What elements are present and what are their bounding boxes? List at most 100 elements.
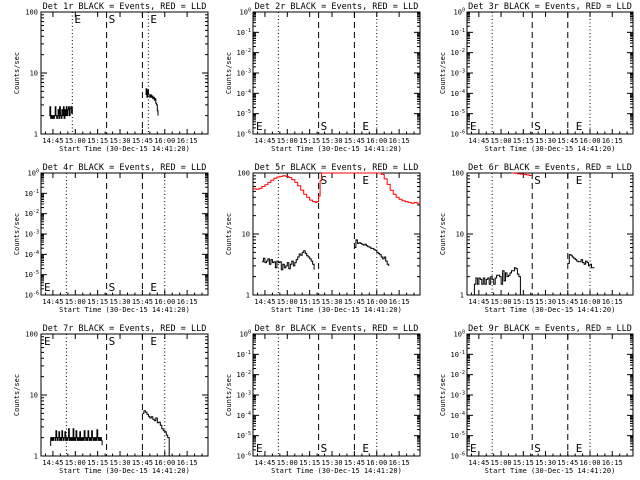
x-axis-label: Start Time (30-Dec-15 14:41:20) <box>485 467 616 475</box>
x-tick-label: 15:45 <box>344 137 365 145</box>
marker-e: E <box>576 174 583 187</box>
x-axis-label: Start Time (30-Dec-15 14:41:20) <box>59 145 190 153</box>
series-events-line <box>567 254 595 269</box>
y-tick-label: 10 <box>242 231 250 239</box>
panel-title: Det 6r BLACK = Events, RED = LLD <box>468 163 632 173</box>
x-tick-label: 15:00 <box>65 137 86 145</box>
series-lld-line <box>511 172 532 176</box>
y-tick-label: 10-3 <box>237 391 251 400</box>
marker-s: S <box>321 174 328 187</box>
x-tick-label: 15:15 <box>87 137 108 145</box>
x-tick-label: 15:30 <box>321 459 342 467</box>
x-tick-label: 14:45 <box>468 137 489 145</box>
x-tick-label: 16:15 <box>602 137 623 145</box>
panel-title: Det 1r BLACK = Events, RED = LLD <box>43 2 207 12</box>
y-tick-label: 1 <box>34 453 38 461</box>
marker-e: E <box>44 335 51 348</box>
x-tick-label: 15:30 <box>109 137 130 145</box>
x-axis-label: Start Time (30-Dec-15 14:41:20) <box>59 467 190 475</box>
x-tick-label: 15:45 <box>557 298 578 306</box>
x-tick-label: 15:15 <box>299 137 320 145</box>
x-tick-label: 15:45 <box>344 298 365 306</box>
y-tick-label: 10-5 <box>25 270 39 279</box>
marker-e: E <box>470 120 477 133</box>
x-tick-label: 16:15 <box>602 298 623 306</box>
y-tick-label: 10-6 <box>25 291 39 300</box>
x-tick-label: 15:15 <box>513 298 534 306</box>
x-axis-label: Start Time (30-Dec-15 14:41:20) <box>271 145 402 153</box>
y-tick-label: 10 <box>30 392 38 400</box>
x-tick-label: 15:15 <box>513 459 534 467</box>
x-axis-label: Start Time (30-Dec-15 14:41:20) <box>59 306 190 314</box>
y-tick-label: 10 <box>456 231 464 239</box>
y-tick-label: 100 <box>451 170 464 178</box>
marker-e: E <box>576 442 583 455</box>
x-tick-label: 15:00 <box>277 137 298 145</box>
marker-e: E <box>44 281 51 294</box>
x-tick-label: 15:00 <box>491 298 512 306</box>
y-tick-label: 100 <box>454 330 465 339</box>
panel-title: Det 8r BLACK = Events, RED = LLD <box>255 324 419 334</box>
x-tick-label: 15:15 <box>513 137 534 145</box>
panel-title: Det 9r BLACK = Events, RED = LLD <box>468 324 632 334</box>
y-axis-label: Counts/sec <box>439 52 447 94</box>
y-tick-label: 1 <box>460 292 464 300</box>
x-tick-label: 15:45 <box>557 459 578 467</box>
x-tick-label: 15:30 <box>535 137 556 145</box>
y-tick-label: 10-1 <box>451 28 465 37</box>
marker-e: E <box>150 13 157 26</box>
x-tick-label: 14:45 <box>468 459 489 467</box>
x-tick-label: 15:00 <box>65 459 86 467</box>
marker-s: S <box>109 13 116 26</box>
y-axis-label: Counts/sec <box>225 52 233 94</box>
y-axis-label: Counts/sec <box>439 213 447 255</box>
x-tick-label: 15:30 <box>321 137 342 145</box>
y-tick-label: 100 <box>25 331 38 339</box>
y-axis-label: Counts/sec <box>225 213 233 255</box>
x-tick-label: 16:15 <box>177 298 198 306</box>
y-tick-label: 10-3 <box>451 391 465 400</box>
y-tick-label: 10-3 <box>25 230 39 239</box>
y-tick-label: 10-2 <box>451 48 465 57</box>
y-tick-label: 10-2 <box>237 370 251 379</box>
marker-s: S <box>321 442 328 455</box>
marker-e: E <box>256 442 263 455</box>
y-tick-label: 100 <box>237 170 250 178</box>
y-axis-label: Counts/sec <box>13 374 21 416</box>
x-tick-label: 15:00 <box>491 459 512 467</box>
y-tick-label: 10 <box>30 70 38 78</box>
y-tick-label: 10-6 <box>237 130 251 139</box>
x-tick-label: 15:30 <box>535 459 556 467</box>
series-events-line <box>354 239 390 266</box>
series-events-line <box>142 410 170 456</box>
x-tick-label: 16:15 <box>177 459 198 467</box>
x-tick-label: 16:00 <box>154 137 175 145</box>
y-tick-label: 10-5 <box>237 431 251 440</box>
x-axis-label: Start Time (30-Dec-15 14:41:20) <box>485 145 616 153</box>
x-tick-label: 16:00 <box>366 137 387 145</box>
x-tick-label: 16:00 <box>154 459 175 467</box>
x-tick-label: 15:45 <box>557 137 578 145</box>
x-tick-label: 15:30 <box>321 298 342 306</box>
x-tick-label: 16:15 <box>389 459 410 467</box>
marker-s: S <box>109 335 116 348</box>
series-events-line <box>472 267 521 296</box>
y-tick-label: 10-6 <box>237 452 251 461</box>
panel-title: Det 7r BLACK = Events, RED = LLD <box>43 324 207 334</box>
panel-det-8: Det 8r BLACK = Events, RED = LLD 14:45 15:… <box>225 324 421 475</box>
x-tick-label: 16:00 <box>366 298 387 306</box>
x-tick-label: 15:45 <box>132 459 153 467</box>
x-tick-label: 14:45 <box>254 459 275 467</box>
y-tick-label: 10-4 <box>451 89 465 98</box>
y-tick-label: 10-6 <box>451 130 465 139</box>
y-tick-label: 10-4 <box>237 411 251 420</box>
series-events-line <box>145 88 159 116</box>
x-tick-label: 16:00 <box>579 298 600 306</box>
x-tick-label: 15:00 <box>277 298 298 306</box>
x-tick-label: 16:00 <box>154 298 175 306</box>
x-axis-label: Start Time (30-Dec-15 14:41:20) <box>485 306 616 314</box>
x-tick-label: 15:30 <box>109 459 130 467</box>
